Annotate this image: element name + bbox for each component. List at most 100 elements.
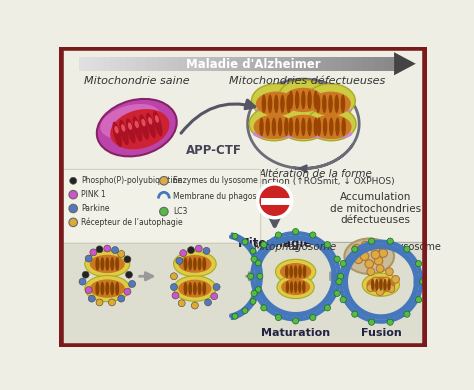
Ellipse shape — [303, 265, 306, 278]
Ellipse shape — [202, 282, 206, 295]
Ellipse shape — [284, 117, 289, 136]
Circle shape — [172, 292, 179, 299]
Ellipse shape — [95, 257, 100, 271]
Ellipse shape — [278, 117, 283, 136]
Circle shape — [88, 295, 95, 302]
Ellipse shape — [115, 282, 119, 295]
Bar — [305, 57, 310, 71]
Ellipse shape — [141, 119, 146, 126]
Circle shape — [387, 319, 393, 325]
Circle shape — [79, 278, 86, 285]
Bar — [247, 57, 253, 71]
Text: LC3: LC3 — [173, 207, 188, 216]
Circle shape — [70, 177, 77, 184]
Ellipse shape — [173, 276, 216, 301]
Bar — [373, 57, 379, 71]
Ellipse shape — [345, 239, 394, 274]
Ellipse shape — [100, 282, 104, 295]
Circle shape — [292, 318, 299, 324]
Circle shape — [247, 273, 254, 279]
Bar — [352, 57, 358, 71]
Ellipse shape — [375, 279, 378, 291]
Bar — [294, 57, 300, 71]
Ellipse shape — [286, 281, 289, 293]
Circle shape — [176, 257, 183, 264]
Circle shape — [371, 250, 380, 259]
Bar — [110, 57, 116, 71]
Text: Fusion: Fusion — [361, 328, 401, 338]
Circle shape — [257, 273, 263, 279]
Circle shape — [124, 288, 131, 295]
Ellipse shape — [317, 117, 321, 136]
Text: Mitochondrie saine: Mitochondrie saine — [84, 76, 190, 87]
Circle shape — [353, 244, 361, 253]
Circle shape — [258, 184, 292, 218]
Ellipse shape — [290, 265, 293, 278]
Text: Membrane du phagosome: Membrane du phagosome — [173, 191, 273, 201]
Ellipse shape — [178, 255, 211, 273]
Ellipse shape — [114, 126, 118, 133]
Ellipse shape — [110, 282, 114, 295]
Circle shape — [85, 287, 92, 294]
Bar — [131, 57, 137, 71]
Bar — [84, 57, 90, 71]
Ellipse shape — [302, 281, 305, 293]
Bar — [300, 57, 305, 71]
Bar — [242, 57, 247, 71]
Circle shape — [340, 261, 346, 267]
Bar — [126, 57, 132, 71]
Ellipse shape — [311, 115, 352, 139]
Ellipse shape — [362, 273, 400, 296]
Circle shape — [361, 241, 370, 250]
Circle shape — [404, 311, 410, 317]
Ellipse shape — [254, 115, 294, 139]
Ellipse shape — [110, 257, 114, 271]
Ellipse shape — [323, 117, 328, 136]
Circle shape — [360, 252, 369, 261]
Ellipse shape — [341, 117, 346, 136]
Ellipse shape — [387, 279, 391, 291]
Circle shape — [292, 229, 299, 235]
Ellipse shape — [119, 120, 129, 145]
Ellipse shape — [121, 124, 125, 132]
Circle shape — [242, 239, 248, 245]
Ellipse shape — [253, 129, 295, 139]
Circle shape — [251, 290, 257, 296]
Circle shape — [85, 255, 92, 262]
Ellipse shape — [280, 263, 311, 280]
Circle shape — [160, 177, 168, 185]
Circle shape — [213, 284, 220, 291]
Bar — [121, 57, 127, 71]
Bar — [278, 57, 284, 71]
Text: Dysfonction (↑ROSmit, ↓ OXPHOS): Dysfonction (↑ROSmit, ↓ OXPHOS) — [236, 177, 394, 186]
Ellipse shape — [280, 94, 285, 113]
Ellipse shape — [105, 257, 109, 271]
Ellipse shape — [289, 117, 293, 136]
Circle shape — [96, 246, 103, 253]
Ellipse shape — [95, 282, 100, 295]
Ellipse shape — [178, 280, 211, 298]
Circle shape — [242, 308, 248, 314]
Ellipse shape — [294, 265, 298, 278]
Text: PINK 1: PINK 1 — [81, 190, 106, 199]
Text: Récepteur de l’autophagie: Récepteur de l’autophagie — [81, 218, 182, 227]
Circle shape — [367, 268, 374, 275]
Circle shape — [255, 287, 261, 292]
Text: Altération de la forme: Altération de la forme — [258, 169, 372, 179]
Text: Maladie d'Alzheimer: Maladie d'Alzheimer — [186, 58, 320, 71]
Ellipse shape — [277, 275, 314, 299]
Ellipse shape — [294, 281, 297, 293]
Circle shape — [203, 247, 210, 254]
Circle shape — [374, 257, 383, 265]
Text: Mitophagosome: Mitophagosome — [254, 242, 337, 252]
Circle shape — [232, 233, 238, 239]
Circle shape — [69, 204, 77, 213]
Circle shape — [387, 285, 395, 292]
Ellipse shape — [298, 281, 301, 293]
Ellipse shape — [85, 275, 130, 302]
Ellipse shape — [188, 257, 192, 271]
Bar — [383, 57, 389, 71]
Circle shape — [96, 299, 103, 306]
Ellipse shape — [139, 115, 149, 140]
Ellipse shape — [313, 90, 318, 109]
